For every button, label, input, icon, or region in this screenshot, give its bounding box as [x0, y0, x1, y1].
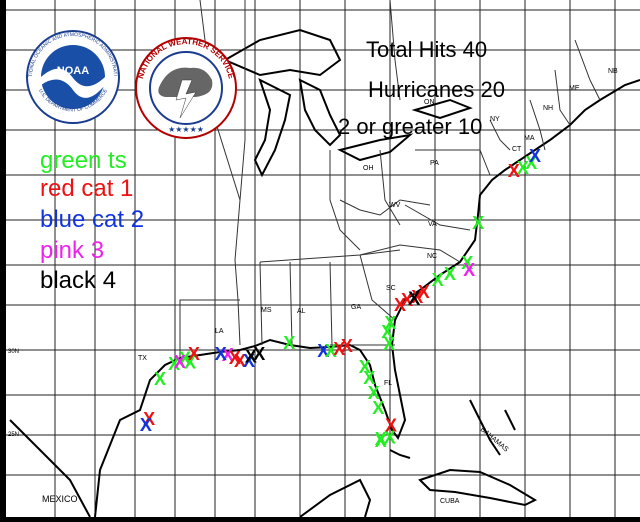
label-lat25: 25N [8, 432, 19, 438]
landfall-marker-red: X [411, 287, 423, 307]
stat-two-or-greater: 2 or greater 10 [338, 114, 482, 139]
landfall-marker-green: X [375, 431, 387, 451]
label-mexico: MEXICO [42, 494, 78, 504]
landfall-marker-green: X [381, 322, 393, 342]
label-tx: TX [138, 355, 147, 362]
label-ma: MA [524, 135, 535, 142]
legend-black: black 4 [40, 267, 116, 294]
landfall-marker-green: X [432, 270, 444, 290]
label-ny: NY [490, 116, 500, 123]
landfall-marker-red: X [188, 344, 200, 364]
nws-stars-icon: ★★★★★ [168, 125, 204, 134]
landfall-marker-black: X [245, 347, 257, 367]
landfall-marker-red: X [394, 295, 406, 315]
legend: green ts red cat 1 blue cat 2 pink 3 bla… [40, 147, 144, 294]
landfall-marker-green: X [179, 348, 191, 368]
label-wv: WV [389, 202, 401, 209]
landfall-marker-green: X [168, 354, 180, 374]
landfall-marker-black: X [253, 344, 265, 364]
label-ga: GA [351, 304, 361, 311]
landfall-marker-pink: X [222, 345, 234, 365]
label-la: LA [215, 328, 224, 335]
landfall-marker-blue: X [317, 341, 329, 361]
landfall-marker-green: X [384, 427, 396, 447]
label-me: ME [569, 85, 580, 92]
landfall-marker-blue: X [529, 146, 541, 166]
landfall-marker-green: X [444, 264, 456, 284]
landfall-marker-green: X [174, 352, 186, 372]
landfall-marker-green: X [525, 153, 537, 173]
legend-pink: pink 3 [40, 237, 104, 264]
label-oh: OH [363, 165, 374, 172]
label-cuba: CUBA [440, 498, 460, 505]
landfall-marker-red: X [418, 282, 430, 302]
label-ct: CT [512, 146, 522, 153]
label-nc: NC [427, 253, 437, 260]
landfall-marker-green: X [461, 253, 473, 273]
label-on: ON [424, 99, 435, 106]
landfall-marker-blue: X [215, 344, 227, 364]
landfall-marker-green: X [363, 368, 375, 388]
legend-blue: blue cat 2 [40, 206, 144, 233]
landfall-marker-blue: X [140, 415, 152, 435]
landfall-marker-green: X [384, 313, 396, 333]
legend-green: green ts [40, 147, 127, 174]
noaa-text: NOAA [57, 65, 89, 77]
nws-logo: NATIONAL WEATHER SERVICE ★★★★★ [135, 37, 237, 139]
landfall-marker-green: X [283, 333, 295, 353]
landfall-marker-green: X [383, 334, 395, 354]
label-va: VA [428, 221, 437, 228]
landfall-marker-green: X [472, 213, 484, 233]
landfall-marker-red: X [385, 416, 397, 436]
label-sc: SC [386, 285, 396, 292]
landfall-marker-red: X [229, 348, 241, 368]
label-fl: FL [384, 380, 392, 387]
label-al: AL [297, 308, 306, 315]
landfall-marker-pink: X [174, 352, 186, 372]
lightning-icon [175, 79, 197, 119]
landfall-marker-green: X [517, 158, 529, 178]
landfall-marker-pink: X [463, 260, 475, 280]
landfall-marker-blue: X [243, 351, 255, 371]
label-lat30: 30N [8, 349, 19, 355]
landfall-marker-red: X [143, 409, 155, 429]
stat-total-hits: Total Hits 40 [366, 37, 487, 62]
landfall-marker-red: X [234, 351, 246, 371]
landfall-marker-red: X [333, 339, 345, 359]
label-ms: MS [261, 307, 272, 314]
label-nb: NB [608, 68, 618, 75]
landfall-marker-green: X [184, 352, 196, 372]
landfall-marker-red: X [401, 290, 413, 310]
landfall-marker-red: X [341, 336, 353, 356]
label-pa: PA [430, 160, 439, 167]
landfall-marker-green: X [154, 369, 166, 389]
landfall-marker-black: X [408, 288, 420, 308]
landfall-marker-green: X [325, 341, 337, 361]
legend-red: red cat 1 [40, 175, 133, 202]
graticule [6, 0, 640, 517]
landfall-marker-green: X [368, 383, 380, 403]
landfall-marker-green: X [372, 398, 384, 418]
label-nh: NH [543, 105, 553, 112]
landfall-marker-green: X [375, 429, 387, 449]
landfall-marker-green: X [359, 357, 371, 377]
stat-hurricanes: Hurricanes 20 [368, 77, 505, 102]
landfall-marker-red: X [508, 161, 520, 181]
coastlines [9, 28, 640, 518]
